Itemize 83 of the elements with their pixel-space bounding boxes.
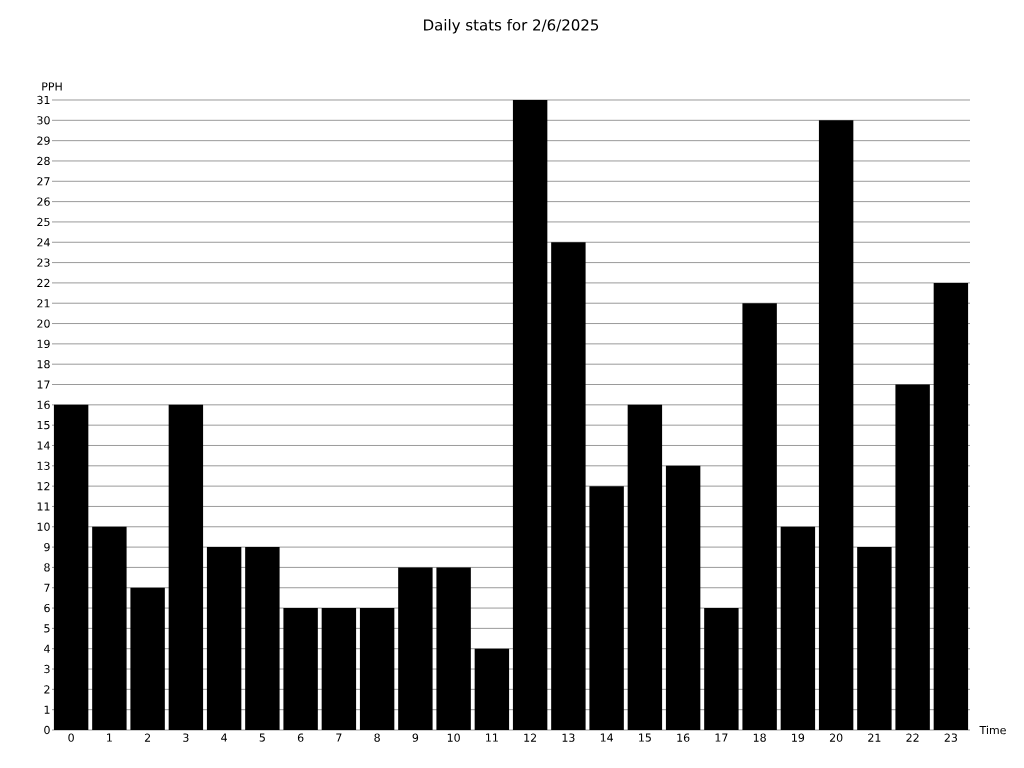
x-tick-label: 19	[792, 733, 805, 742]
bar	[742, 303, 777, 730]
bar	[665, 465, 701, 730]
bar	[857, 547, 892, 730]
x-tick-label: 6	[297, 733, 304, 742]
x-tick-label: 4	[221, 733, 227, 742]
y-tick-label: 29	[37, 136, 50, 145]
bar	[92, 526, 127, 730]
x-tick-label: 5	[259, 733, 265, 742]
y-tick-label: 16	[37, 400, 50, 409]
y-tick-label: 9	[44, 542, 50, 552]
x-tick-label: 9	[412, 733, 419, 742]
bar	[283, 608, 318, 730]
y-tick-label: 0	[44, 725, 50, 735]
bar	[53, 404, 89, 730]
x-tick-label: 7	[336, 733, 342, 742]
y-tick-label: 4	[44, 644, 50, 653]
y-tick-label: 10	[37, 522, 50, 531]
bar	[704, 608, 739, 730]
y-tick-label: 27	[37, 177, 50, 186]
x-tick-label: 23	[944, 733, 958, 742]
y-tick-label: 6	[44, 603, 50, 613]
x-tick-label: 21	[868, 733, 881, 742]
y-tick-label: 12	[37, 482, 50, 491]
bar	[130, 587, 165, 730]
y-tick-label: 25	[37, 217, 50, 227]
y-tick-label: 18	[37, 360, 50, 369]
y-tick-label: 15	[37, 421, 50, 430]
bar	[359, 608, 395, 730]
x-tick-label: 20	[829, 733, 843, 742]
x-tick-label: 2	[144, 733, 151, 742]
y-tick-label: 14	[37, 441, 50, 450]
bar	[512, 100, 548, 730]
bar	[551, 242, 586, 730]
x-tick-label: 16	[677, 733, 690, 742]
y-tick-label: 31	[37, 95, 50, 105]
chart-title: Daily stats for 2/6/2025	[424, 18, 599, 34]
bar	[436, 567, 471, 730]
y-tick-label: 11	[37, 502, 50, 511]
bar	[168, 404, 204, 730]
y-axis-title: PPH	[42, 82, 62, 91]
y-tick-label: 20	[37, 319, 50, 328]
x-tick-label: 13	[562, 733, 575, 742]
y-tick-label: 8	[44, 563, 50, 572]
x-tick-label: 11	[486, 733, 498, 742]
y-tick-label: 28	[37, 156, 50, 166]
bar	[818, 120, 854, 730]
bar	[398, 567, 433, 730]
y-tick-label: 2	[44, 685, 50, 694]
x-tick-label: 8	[374, 733, 380, 742]
x-tick-label: 15	[639, 733, 651, 742]
y-tick-label: 30	[37, 116, 50, 125]
y-tick-label: 19	[37, 339, 50, 349]
y-tick-label: 7	[44, 583, 50, 592]
y-tick-label: 3	[44, 664, 50, 674]
x-tick-label: 22	[906, 733, 919, 742]
y-tick-label: 24	[37, 238, 50, 247]
y-tick-label: 17	[37, 380, 50, 389]
x-tick-label: 12	[524, 733, 537, 742]
bar	[933, 282, 969, 730]
x-tick-label: 14	[600, 733, 613, 742]
bar	[321, 608, 357, 730]
x-tick-label: 0	[68, 733, 74, 742]
bar	[206, 547, 242, 730]
y-tick-label: 13	[37, 461, 50, 470]
x-tick-label: 17	[715, 733, 728, 742]
bar	[780, 526, 816, 730]
bar	[627, 404, 663, 730]
y-tick-label: 26	[37, 197, 50, 206]
x-tick-label: 18	[753, 733, 766, 742]
y-tick-label: 23	[37, 258, 50, 267]
x-tick-label: 3	[183, 733, 189, 742]
y-tick-label: 5	[44, 624, 50, 633]
bar	[589, 486, 624, 730]
x-tick-label: 1	[107, 733, 112, 742]
y-tick-label: 22	[37, 278, 50, 287]
bar	[474, 648, 510, 730]
bar	[895, 384, 930, 730]
y-tick-label: 1	[44, 705, 50, 714]
x-axis-title: Time	[979, 725, 1006, 735]
y-tick-label: 21	[37, 299, 50, 308]
bar	[245, 547, 280, 730]
x-tick-label: 10	[447, 733, 460, 742]
